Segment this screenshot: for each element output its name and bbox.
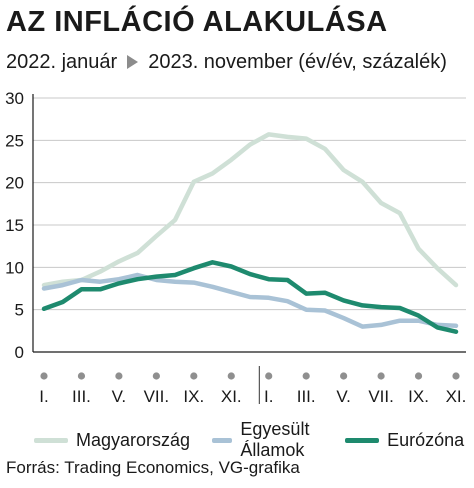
legend-label: Magyarország (76, 429, 191, 450)
x-tick-label: XI. (446, 387, 467, 406)
legend-item: Magyarország (34, 430, 190, 451)
x-tick-label: VII. (144, 387, 170, 406)
series-line (41, 132, 459, 288)
chart-grid (33, 97, 466, 311)
series-line (41, 260, 459, 334)
x-tick-dot (227, 372, 235, 380)
legend-swatch (34, 437, 68, 443)
x-tick-label: I. (39, 387, 48, 406)
chart-legend: Magyarország Egyesült Államok Eurózóna (34, 419, 474, 460)
period-subtitle: 2022. január 2023. november (év/év, száz… (6, 50, 447, 74)
play-arrow-icon (127, 55, 139, 69)
y-tick-label: 0 (15, 343, 24, 362)
x-tick-label: V. (112, 387, 127, 406)
x-tick-dot (414, 372, 423, 380)
source-note: Forrás: Trading Economics, VG-grafika (6, 458, 300, 477)
legend-label: Egyesült Államok (240, 419, 310, 460)
legend-item: Egyesült Államok (212, 419, 323, 461)
x-tick-label: III. (297, 387, 316, 406)
x-tick-dot (77, 372, 86, 380)
x-tick-dot (40, 372, 48, 380)
y-tick-label: 15 (5, 216, 24, 235)
legend-swatch (345, 437, 380, 443)
chart-series (41, 132, 459, 334)
period-start: 2022. január (6, 50, 118, 73)
x-tick-label: XI. (221, 387, 242, 406)
x-tick-label: III. (72, 387, 91, 406)
x-tick-label: I. (264, 387, 273, 406)
x-tick-dot (265, 372, 273, 380)
chart-axes: 30 25 20 15 10 5 0 I. III. V. VII. IX. XI. I. III. V. VI… (5, 89, 466, 406)
x-tick-label: IX. (408, 387, 429, 406)
x-tick-label: IX. (183, 387, 204, 406)
x-tick-label: VII. (368, 387, 394, 406)
y-tick-label: 10 (5, 258, 24, 277)
legend-item: Eurózóna (345, 430, 464, 451)
y-tick-label: 30 (5, 89, 24, 108)
y-tick-label: 5 (15, 301, 24, 320)
x-tick-dot (302, 372, 310, 380)
x-tick-dot (152, 372, 160, 380)
y-tick-label: 25 (5, 131, 24, 150)
period-end: 2023. november (év/év, százalék) (148, 50, 447, 73)
legend-label: Eurózóna (387, 429, 465, 450)
inflation-line-chart: 30 25 20 15 10 5 0 I. III. V. VII. IX. XI. I. III. V. VI… (5, 89, 466, 406)
x-tick-dot (190, 372, 198, 380)
series-line (41, 272, 459, 329)
x-tick-dot (340, 372, 348, 380)
y-tick-label: 20 (5, 174, 24, 193)
x-tick-label: V. (336, 387, 351, 406)
x-tick-dot (377, 372, 385, 380)
page-title: AZ INFLÁCIÓ ALAKULÁSA (6, 6, 388, 38)
x-tick-dot (115, 372, 123, 380)
x-tick-dot (452, 372, 460, 380)
legend-swatch (212, 437, 233, 443)
